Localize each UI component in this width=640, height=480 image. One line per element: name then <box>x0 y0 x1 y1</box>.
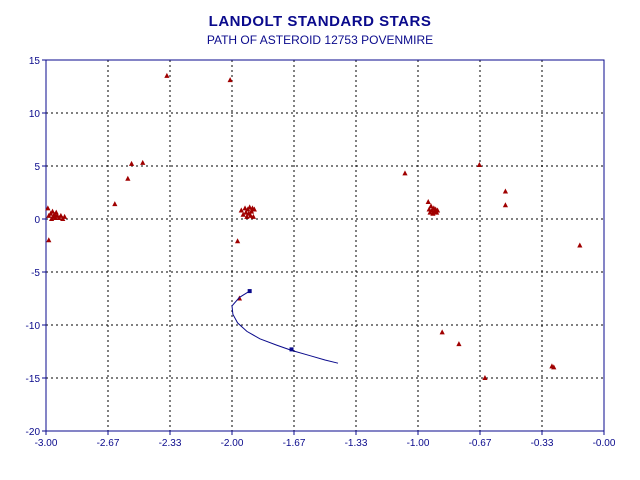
star-point <box>45 205 51 211</box>
star-point <box>439 329 445 335</box>
x-tick-label: -0.00 <box>593 438 616 449</box>
x-tick-label: -1.33 <box>345 438 368 449</box>
star-point <box>112 201 118 207</box>
star-point <box>227 77 233 83</box>
star-point <box>428 203 434 209</box>
y-tick-label: 5 <box>34 162 40 173</box>
y-tick-label: -20 <box>26 427 41 438</box>
chart-subtitle: PATH OF ASTEROID 12753 POVENMIRE <box>206 33 434 47</box>
star-point <box>577 242 583 248</box>
x-tick-label: -2.33 <box>159 438 182 449</box>
star-point <box>502 188 509 194</box>
y-tick-label: 0 <box>34 215 40 226</box>
star-point <box>476 161 482 167</box>
y-tick-label: 15 <box>29 56 41 67</box>
x-tick-label: -2.67 <box>97 438 120 449</box>
star-point <box>250 213 256 219</box>
star-point <box>243 209 249 215</box>
x-tick-label: -1.00 <box>407 438 430 449</box>
star-point <box>247 204 253 210</box>
star-point <box>49 208 56 214</box>
star-point <box>58 212 64 218</box>
star-point <box>248 208 255 214</box>
star-point <box>125 175 131 181</box>
star-point <box>242 205 248 211</box>
asteroid-position-marker <box>289 347 294 352</box>
chart-title: LANDOLT STANDARD STARS <box>208 13 432 30</box>
star-point <box>140 159 146 165</box>
y-tick-label: -15 <box>26 374 41 385</box>
star-point <box>502 202 509 208</box>
star-point <box>62 213 68 219</box>
star-point <box>456 341 462 347</box>
star-point <box>434 207 441 213</box>
x-tick-label: -0.67 <box>469 438 492 449</box>
star-point <box>234 238 241 244</box>
star-point <box>551 364 557 370</box>
star-point <box>482 375 488 380</box>
asteroid-path-line <box>231 290 339 364</box>
star-point <box>402 170 408 176</box>
x-tick-label: -2.00 <box>221 438 244 449</box>
star-point <box>248 212 254 218</box>
star-point <box>46 237 52 243</box>
plot-frame <box>45 59 605 432</box>
asteroid-position-marker <box>247 289 252 294</box>
star-point <box>164 72 170 78</box>
y-tick-label: 10 <box>29 109 41 120</box>
y-tick-label: -5 <box>31 268 40 279</box>
star-point <box>426 206 432 212</box>
x-tick-label: -0.33 <box>531 438 554 449</box>
x-tick-label: -3.00 <box>35 438 58 449</box>
x-tick-label: -1.67 <box>283 438 306 449</box>
star-point <box>53 209 59 215</box>
star-point <box>128 160 135 166</box>
star-point <box>238 207 244 213</box>
star-point <box>240 211 246 217</box>
y-tick-label: -10 <box>26 321 41 332</box>
star-point <box>251 206 257 212</box>
star-point <box>425 199 431 205</box>
